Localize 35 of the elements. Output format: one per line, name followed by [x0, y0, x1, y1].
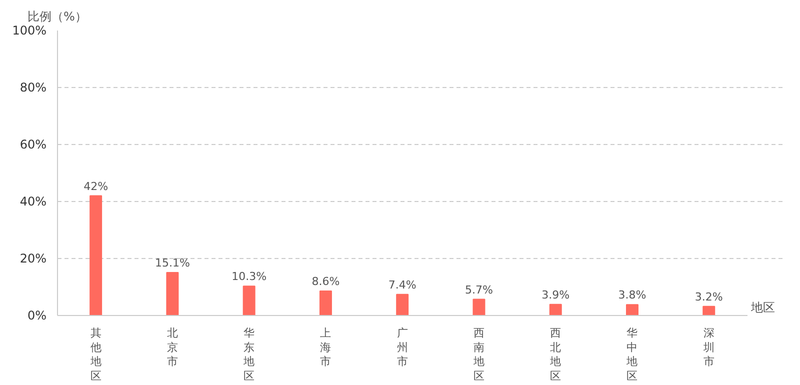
x-tick-label: 华中地区 — [626, 326, 638, 382]
x-tick-label: 华东地区 — [242, 326, 255, 382]
bar — [396, 294, 409, 316]
bar — [549, 304, 562, 316]
bar — [702, 306, 716, 316]
x-tick-label: 其他地区 — [89, 326, 102, 382]
data-label: 3.2% — [694, 290, 723, 304]
x-tick-label: 北京市 — [166, 326, 178, 368]
data-label: 10.3% — [232, 270, 267, 284]
bar — [472, 298, 486, 316]
y-tick-label: 80% — [20, 80, 46, 94]
y-axis-title: 比例（%） — [28, 10, 87, 24]
data-label: 3.9% — [542, 288, 570, 302]
data-label: 5.7% — [465, 283, 493, 296]
y-tick-label: 40% — [20, 194, 46, 208]
data-label: 3.8% — [618, 288, 646, 302]
x-tick-label: 西南地区 — [472, 326, 484, 382]
bar — [166, 272, 179, 316]
data-label: 42% — [84, 180, 108, 193]
x-tick-label: 上海市 — [320, 326, 332, 368]
y-tick-label: 20% — [20, 252, 46, 266]
data-label: 8.6% — [312, 274, 340, 288]
bar — [319, 290, 332, 316]
data-label: 7.4% — [388, 278, 416, 292]
y-tick-label: 100% — [12, 24, 47, 38]
x-tick-label: 广州市 — [396, 326, 408, 368]
x-axis-title: 地区 — [750, 300, 776, 314]
bar — [242, 286, 256, 316]
bar — [626, 304, 638, 316]
y-tick-label: 60% — [20, 138, 46, 152]
bar — [90, 195, 102, 316]
x-tick-label: 深圳市 — [702, 326, 714, 368]
x-tick-label: 西北地区 — [549, 326, 562, 382]
data-label: 15.1% — [154, 256, 190, 270]
y-tick-label: 0% — [27, 308, 47, 322]
